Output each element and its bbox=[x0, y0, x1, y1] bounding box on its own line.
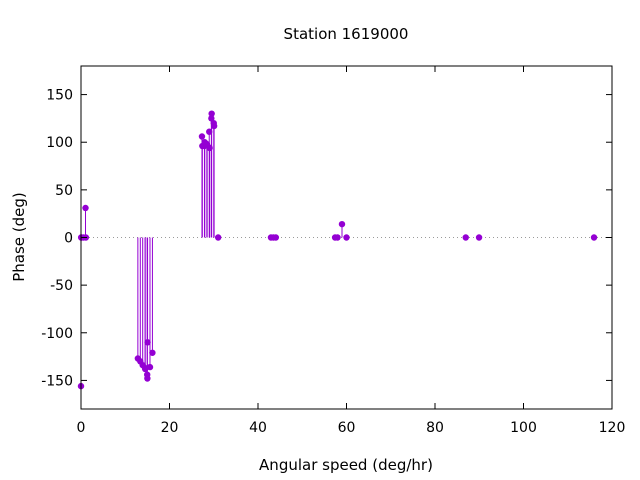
y-tick-label: -50 bbox=[50, 278, 73, 294]
x-tick-label: 100 bbox=[510, 420, 537, 436]
x-tick-label: 20 bbox=[161, 420, 179, 436]
data-point bbox=[590, 234, 598, 241]
data-point bbox=[149, 349, 156, 356]
y-tick-label: 150 bbox=[46, 88, 73, 104]
data-point bbox=[343, 234, 350, 241]
data-point bbox=[146, 363, 154, 371]
data-point bbox=[144, 375, 151, 382]
y-axis-label: Phase (deg) bbox=[10, 192, 28, 282]
y-tick-label: -150 bbox=[41, 373, 73, 389]
data-point bbox=[210, 122, 218, 130]
data-point bbox=[144, 339, 151, 346]
data-point bbox=[198, 133, 206, 140]
y-tick-label: 100 bbox=[46, 135, 73, 151]
x-tick-label: 80 bbox=[426, 420, 444, 436]
axis-ticks: 0 20 40 60 80 100 120 -150 -100 -50 0 50 100 150 bbox=[41, 65, 626, 436]
data-point bbox=[208, 110, 215, 117]
data-point bbox=[214, 234, 222, 241]
data-point bbox=[272, 234, 280, 241]
x-tick-label: 60 bbox=[338, 420, 356, 436]
x-tick-label: 120 bbox=[599, 420, 626, 436]
data-point bbox=[338, 220, 346, 228]
x-axis-label: Angular speed (deg/hr) bbox=[259, 456, 433, 474]
x-tick-label: 40 bbox=[249, 420, 267, 436]
data-point bbox=[462, 234, 469, 241]
y-tick-label: 50 bbox=[55, 183, 73, 199]
plot-area bbox=[77, 110, 612, 390]
x-tick-label: 0 bbox=[77, 420, 86, 436]
y-tick-label: 0 bbox=[64, 231, 73, 247]
data-point bbox=[82, 204, 89, 212]
data-point bbox=[206, 128, 213, 135]
data-point bbox=[475, 234, 483, 241]
chart-title: Station 1619000 bbox=[284, 25, 409, 43]
y-tick-label: -100 bbox=[41, 326, 73, 342]
data-point bbox=[334, 234, 341, 241]
